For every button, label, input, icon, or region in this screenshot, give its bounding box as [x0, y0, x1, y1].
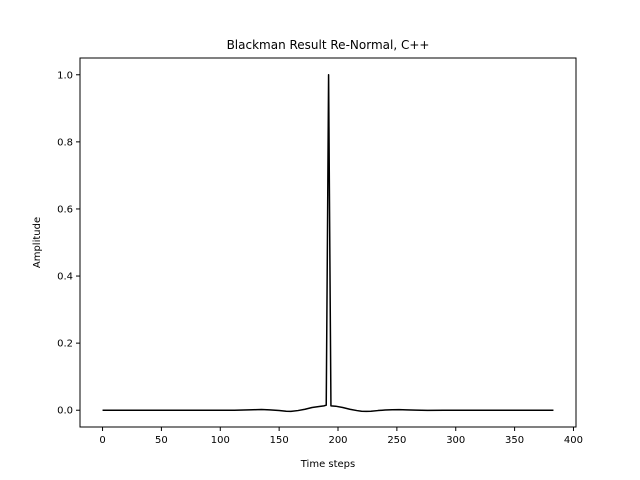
y-tick-label: 1.0 — [57, 70, 73, 81]
y-axis-label: Amplitude — [32, 217, 43, 268]
x-tick-label: 400 — [564, 435, 583, 446]
x-tick-label: 150 — [270, 435, 289, 446]
x-tick-label: 0 — [99, 435, 105, 446]
x-tick-label: 300 — [446, 435, 465, 446]
x-tick-label: 200 — [328, 435, 347, 446]
x-axis-label: Time steps — [300, 459, 356, 470]
y-tick-label: 0.0 — [57, 406, 73, 417]
y-tick-label: 0.2 — [57, 339, 73, 350]
x-tick-label: 50 — [155, 435, 168, 446]
x-tick-label: 250 — [387, 435, 406, 446]
y-axis: 0.0 0.2 0.4 0.6 0.8 1.0 — [57, 70, 80, 417]
series-line-0 — [102, 74, 554, 413]
plot-area — [102, 74, 554, 413]
y-tick-label: 0.4 — [57, 272, 73, 283]
y-tick-label: 0.8 — [57, 137, 73, 148]
y-tick-label: 0.6 — [57, 204, 73, 215]
axes-frame — [79, 57, 577, 428]
x-tick-label: 100 — [211, 435, 230, 446]
x-tick-label: 350 — [505, 435, 524, 446]
chart-title: Blackman Result Re-Normal, C++ — [227, 38, 430, 52]
x-axis: 0 50 100 150 200 250 300 350 400 — [99, 427, 583, 446]
